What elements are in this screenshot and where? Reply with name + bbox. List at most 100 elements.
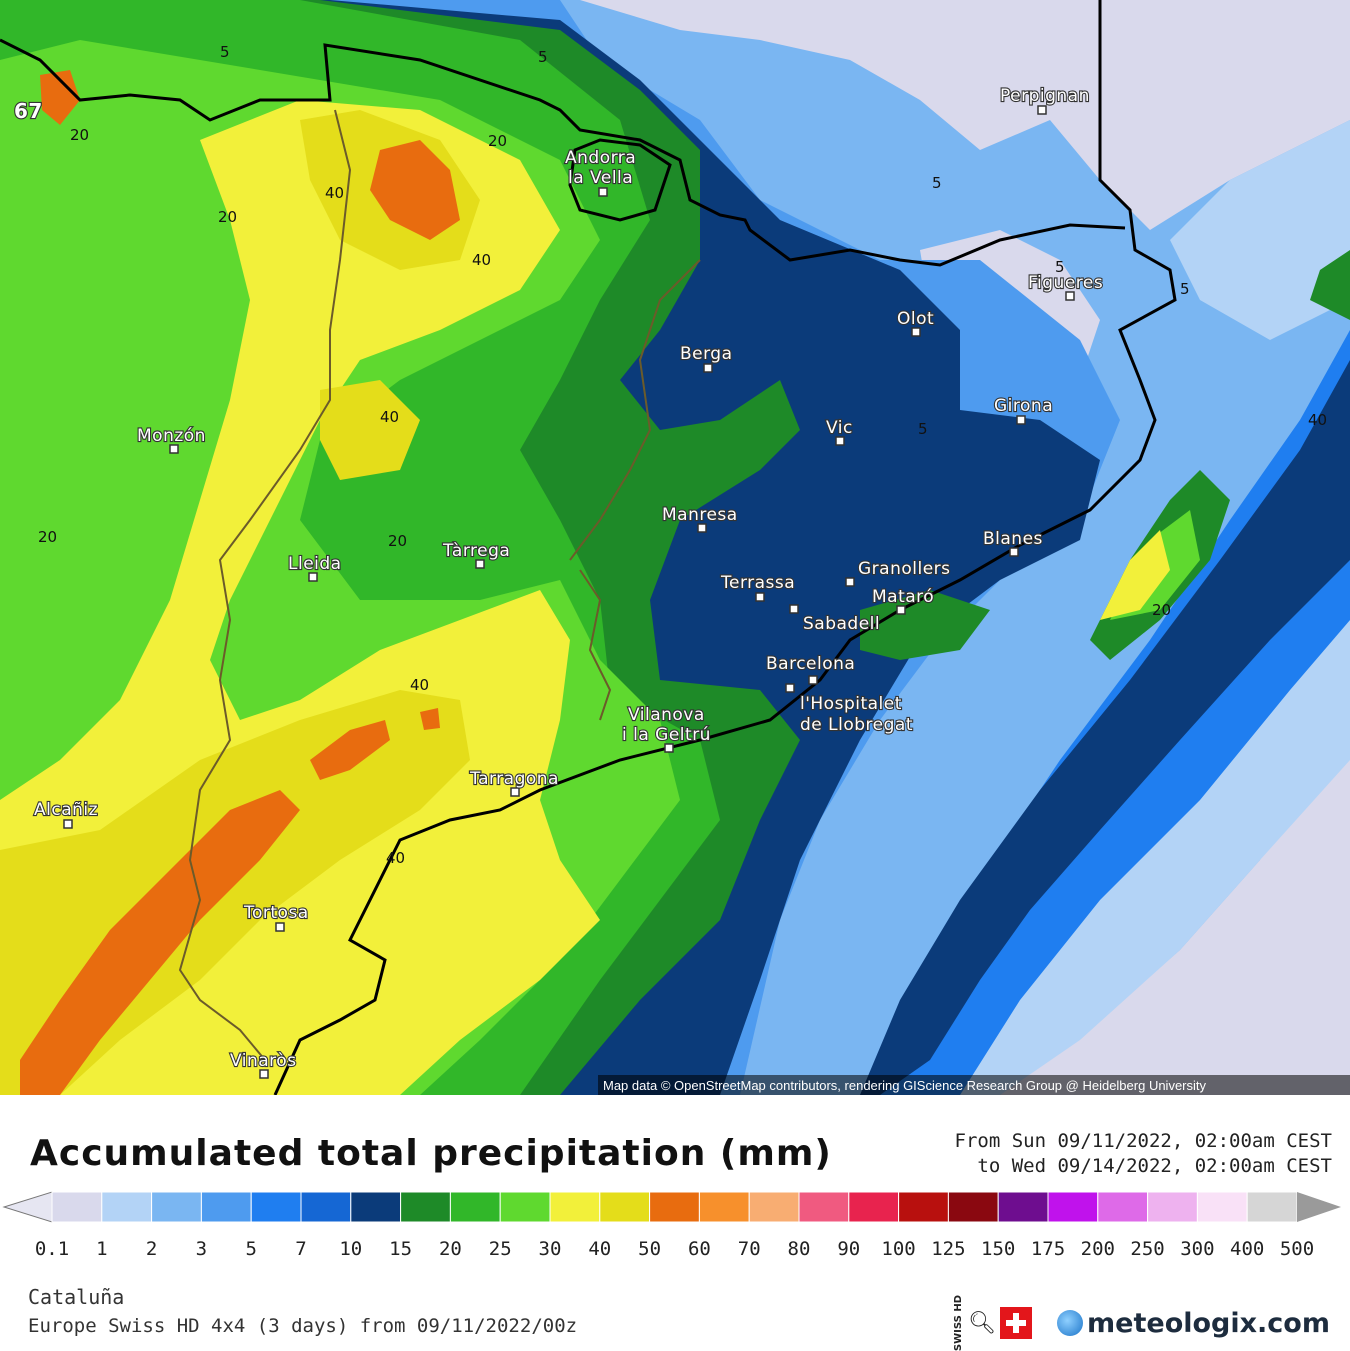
city-label-vilanova: Vilanova i la Geltrú [622, 705, 711, 745]
city-marker [169, 444, 179, 454]
city-marker [1009, 547, 1019, 557]
isoline-label: 20 [38, 528, 57, 546]
scale-tick-label: 500 [1280, 1238, 1314, 1260]
city-label-line: i la Geltrú [622, 725, 711, 745]
scale-tick-label: 60 [688, 1238, 711, 1260]
city-label-perpignan: Perpignan [1000, 86, 1090, 106]
france-spain-border [0, 38, 1126, 267]
isoline-label: 5 [1055, 258, 1065, 276]
swiss-hd-logo: SWISS HD 🔍︎ [953, 1295, 1043, 1351]
legend-panel: Accumulated total precipitation (mm) Fro… [0, 1095, 1350, 1351]
globe-icon [1057, 1310, 1084, 1337]
aragon-catalonia-border [178, 109, 352, 1061]
scale-tick-label: 100 [881, 1238, 915, 1260]
city-marker [510, 787, 520, 797]
city-label-granollers: Granollers [858, 559, 951, 579]
scale-color-bin [449, 1191, 501, 1223]
scale-tick-label: 10 [339, 1238, 362, 1260]
scale-tick-label: 30 [539, 1238, 562, 1260]
precip-area-lightblue [1170, 120, 1350, 340]
city-labels: Perpignan Andorra la Vella Figueres Olot… [33, 85, 1104, 1072]
map-credit-background [598, 1075, 1350, 1095]
scale-tick-label: 40 [588, 1238, 611, 1260]
city-marker [845, 577, 855, 587]
isoline-label: 40 [472, 251, 491, 269]
precip-area-orange [20, 790, 300, 1095]
site-name: meteologix.com [1087, 1307, 1330, 1339]
scale-color-bin [101, 1191, 153, 1223]
scale-color-bin [51, 1191, 103, 1223]
city-label-line: Andorra [565, 148, 636, 168]
scale-color-bin [997, 1191, 1049, 1223]
province-border [569, 259, 701, 561]
scale-tick-label: 250 [1130, 1238, 1164, 1260]
map-credit: Map data © OpenStreetMap contributors, r… [603, 1078, 1207, 1093]
isoline-label: 5 [538, 48, 548, 66]
precip-area-orange [40, 70, 80, 125]
scale-tick-label: 50 [638, 1238, 661, 1260]
city-marker [697, 523, 707, 533]
isoline-labels: 5 5 20 20 40 40 40 5 5 20 5 20 20 40 40 … [13, 43, 1327, 867]
meteologix-logo[interactable]: meteologix.com [1057, 1308, 1330, 1339]
city-marker [808, 675, 818, 685]
isoline-label: 67 [14, 99, 43, 123]
isoline-label: 20 [70, 126, 89, 144]
city-marker [1037, 105, 1047, 115]
scale-color-bin [1147, 1191, 1198, 1223]
scale-color-bin [1047, 1191, 1099, 1223]
color-scale-bars [2, 1191, 1341, 1223]
scale-color-bin [1097, 1191, 1149, 1223]
precip-area-light [580, 0, 1350, 230]
time-period: From Sun 09/11/2022, 02:00am CEST to Wed… [955, 1129, 1333, 1179]
branding[interactable]: SWISS HD 🔍︎ meteologix.com [953, 1295, 1330, 1351]
city-label-lleida: Lleida [288, 554, 342, 574]
scale-tick-label: 25 [489, 1238, 512, 1260]
scale-color-bin [499, 1191, 551, 1223]
city-label-monzon: Monzón [137, 426, 206, 446]
model-info: Europe Swiss HD 4x4 (3 days) from 09/11/… [28, 1315, 578, 1337]
precip-area-green [1310, 250, 1350, 320]
precip-area-yellow [1100, 530, 1170, 620]
scale-color-bin [250, 1191, 302, 1223]
isoline-label: 5 [220, 43, 230, 61]
city-marker [259, 1069, 269, 1079]
city-marker [785, 683, 795, 693]
scale-color-bin [350, 1191, 402, 1223]
city-label-line: Vilanova [628, 705, 705, 725]
scale-color-bin [200, 1191, 252, 1223]
scale-tick-label: 1 [96, 1238, 107, 1260]
andorra-border [568, 138, 672, 222]
province-border [579, 569, 612, 721]
period-to: to Wed 09/14/2022, 02:00am CEST [977, 1155, 1332, 1177]
scale-tick-label: 0.1 [35, 1238, 69, 1260]
scale-tick-label: 400 [1230, 1238, 1264, 1260]
city-label-tarrega: Tàrrega [442, 541, 510, 561]
city-marker [835, 436, 845, 446]
scale-tick-label: 175 [1031, 1238, 1065, 1260]
city-marker [911, 327, 921, 337]
city-marker [789, 604, 799, 614]
city-label-olot: Olot [897, 309, 934, 329]
city-marker [63, 819, 73, 829]
country-borders [0, 0, 1177, 1095]
isoline-label: 5 [918, 420, 928, 438]
isoline-label: 40 [325, 184, 344, 202]
precip-area-darkyellow [320, 380, 420, 480]
scale-color-bin [151, 1191, 202, 1223]
scale-tick-label: 80 [788, 1238, 811, 1260]
precipitation-map[interactable]: 5 5 20 20 40 40 40 5 5 20 5 20 20 40 40 … [0, 0, 1350, 1095]
precip-area-orange [370, 140, 460, 240]
isoline-label: 20 [218, 208, 237, 226]
swiss-flag-icon [1000, 1307, 1033, 1340]
scale-tick-label: 200 [1081, 1238, 1115, 1260]
precip-area-lightblue [960, 620, 1350, 1095]
coastline [273, 0, 1177, 1095]
city-label-berga: Berga [680, 344, 733, 364]
scale-color-bin [1246, 1191, 1298, 1223]
city-markers [63, 105, 1075, 1079]
scale-color-bin [848, 1191, 900, 1223]
city-label-figueres: Figueres [1028, 273, 1103, 293]
region-name: Cataluña [28, 1285, 125, 1309]
city-label-tortosa: Tortosa [243, 903, 309, 923]
scale-color-bin [798, 1191, 850, 1223]
